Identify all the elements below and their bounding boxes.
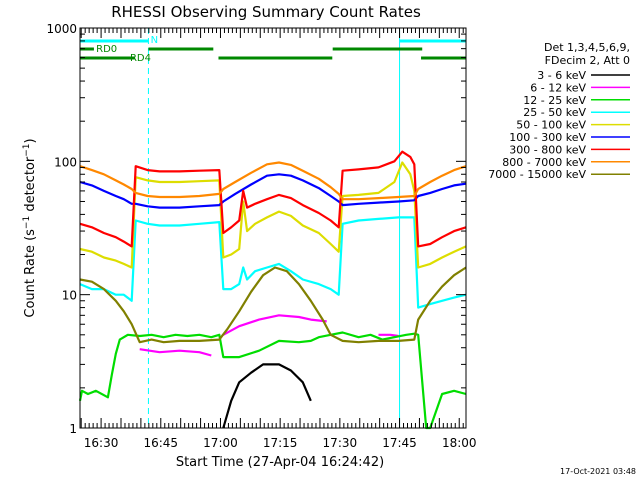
series-line	[79, 161, 467, 269]
legend-entry-label: 100 - 300 keV	[509, 131, 586, 144]
y-axis-label-part: Count Rate (s	[23, 229, 38, 318]
y-axis-label: Count Rate (s−1 detector−1)	[22, 138, 38, 317]
legend-entry-label: 25 - 50 keV	[523, 106, 586, 119]
series-line	[79, 161, 467, 201]
y-axis-label-part: detector	[23, 156, 38, 216]
y-tick-label: 10	[62, 289, 77, 303]
flag-bar-label: N	[151, 35, 158, 46]
flag-bars-group: N RD0 RD4	[80, 35, 466, 64]
legend-entry-label: 800 - 7000 keV	[502, 156, 586, 169]
x-tick-label: 18:00	[442, 436, 477, 450]
legend-entry-label: 6 - 12 keV	[530, 81, 586, 94]
x-axis-label: Start Time (27-Apr-04 16:24:42)	[176, 455, 384, 470]
legend-entry-label: 3 - 6 keV	[537, 69, 586, 82]
y-axis-label-exponent: −1	[22, 143, 32, 156]
legend-entry-label: 50 - 100 keV	[516, 119, 586, 132]
legend-entry-label: 300 - 800 keV	[509, 143, 586, 156]
series-line	[78, 331, 467, 430]
series-group	[78, 28, 467, 430]
axes-group: 1 10 100 1000 16:30 16:45 17:00 17:15 17:30 17:45…	[46, 22, 476, 450]
y-axis-label-part: )	[23, 138, 38, 143]
x-tick-label: 17:30	[323, 436, 358, 450]
y-tick-label: 1	[69, 422, 77, 436]
legend-header-line: FDecim 2, Att 0	[545, 54, 630, 67]
generation-timestamp: 17-Oct-2021 03:48	[560, 467, 636, 476]
series-line	[222, 363, 312, 429]
x-tick-label: 17:00	[203, 436, 238, 450]
flag-bar-label: RD4	[130, 53, 151, 64]
x-tick-label: 16:45	[143, 436, 178, 450]
series-line	[139, 314, 399, 357]
plot-frame	[79, 27, 467, 429]
series-line	[79, 266, 467, 344]
chart-title: RHESSI Observing Summary Count Rates	[111, 3, 421, 21]
series-line	[79, 173, 467, 209]
series-line	[79, 150, 467, 248]
y-tick-label: 1000	[46, 22, 77, 36]
legend-header-line: Det 1,3,4,5,6,9,	[544, 41, 630, 54]
x-tick-label: 17:15	[263, 436, 298, 450]
y-axis-label-exponent: −1	[22, 216, 32, 229]
y-tick-label: 100	[54, 155, 77, 169]
flag-bar-label: RD0	[96, 44, 117, 55]
x-tick-label: 16:30	[84, 436, 119, 450]
legend-entry-label: 12 - 25 keV	[523, 94, 586, 107]
legend-entry-label: 7000 - 15000 keV	[488, 168, 586, 181]
series-line	[79, 216, 467, 309]
x-tick-label: 17:45	[382, 436, 417, 450]
legend: Det 1,3,4,5,6,9, FDecim 2, Att 0 3 - 6 k…	[488, 41, 630, 181]
